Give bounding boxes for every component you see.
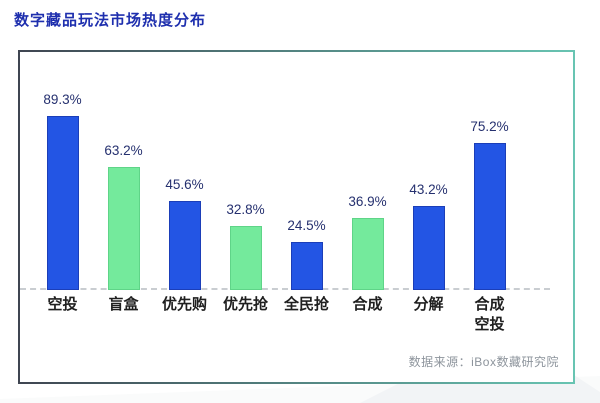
bar-合成 [351,218,384,290]
bar-盲盒 [107,167,140,290]
bar-value-label: 36.9% [348,194,387,209]
category-label: 合成 [352,296,383,313]
bar-column: 36.9% [337,52,398,290]
data-source-text: 数据来源：iBox数藏研究院 [408,355,559,369]
category-labels-row: 空投 盲盒 优先购 优先抢 全民抢 合成 分解 合成 空投 [32,295,520,335]
bar-column: 75.2% [459,52,520,290]
bar-value-label: 45.6% [165,177,204,192]
bar-column: 43.2% [398,52,459,290]
bar-value-label: 63.2% [104,143,143,158]
bar-value-label: 24.5% [287,218,326,233]
bar-分解 [412,206,445,290]
bar-column: 63.2% [93,52,154,290]
bar-column: 24.5% [276,52,337,290]
bar-优先抢 [229,226,262,290]
category-label: 盲盒 [108,296,139,313]
category-label: 合成 空投 [474,296,505,333]
bar-空投 [46,116,79,290]
bar-合成空投 [473,143,506,290]
category-label: 空投 [47,296,78,313]
bar-优先购 [168,201,201,290]
bar-value-label: 89.3% [43,92,82,107]
bar-value-label: 43.2% [409,182,448,197]
bar-column: 32.8% [215,52,276,290]
category-label: 优先抢 [222,296,268,313]
category-label: 全民抢 [283,296,329,313]
category-label: 优先购 [161,296,207,313]
bar-value-label: 32.8% [226,202,265,217]
bar-value-label: 75.2% [470,119,509,134]
bar-chart-plot-area: 89.3% 63.2% 45.6% 32.8% 24.5% 36.9% 43.2% 75.2% [32,52,520,290]
bar-全民抢 [290,242,323,290]
category-label: 分解 [413,296,444,313]
bar-column: 89.3% [32,52,93,290]
page-title: 数字藏品玩法市场热度分布 [14,12,207,29]
x-axis-baseline [20,288,550,290]
chart-panel: 89.3% 63.2% 45.6% 32.8% 24.5% 36.9% 43.2% 75.2%… [18,50,575,384]
bar-column: 45.6% [154,52,215,290]
